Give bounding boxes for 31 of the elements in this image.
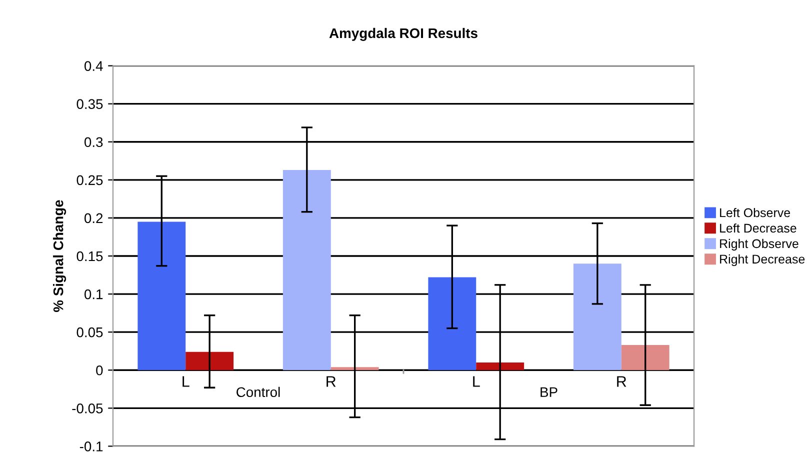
y-tick-label: 0.05 [76,327,103,338]
y-tick-label: 0.3 [84,137,103,148]
bar [476,362,524,370]
y-tick-label: 0.4 [84,61,103,71]
y-tick-label: -0.1 [80,442,103,452]
annotation: BP [540,387,558,397]
bar [186,352,234,370]
y-tick-label: 0.35 [76,99,103,109]
bar [621,345,670,370]
bar [428,277,476,370]
bar [138,222,186,370]
y-tick-label: 0.15 [76,251,103,262]
y-axis-title: % Signal Change [53,200,66,312]
chart-title: Amygdala ROI Results [329,28,478,41]
x-tick-label: L [182,376,190,387]
y-tick-label: 0.2 [84,213,103,224]
annotation: Control [236,386,280,398]
bar [330,367,379,370]
legend-label: Left Observe [720,208,790,218]
x-tick-label: R [617,376,626,387]
y-tick-label: 0 [96,365,103,376]
bar [573,264,622,370]
bar [282,170,331,370]
y-tick-label: -0.05 [72,403,103,414]
legend-label: Right Observe [720,238,798,251]
x-tick-label: R [326,376,336,387]
y-tick-label: 0.25 [76,175,103,186]
legend-label: Left Decrease [720,223,796,233]
x-tick-label: L [473,376,480,387]
legend-label: Right Decrease [720,254,805,266]
y-tick-label: 0.1 [84,289,103,300]
